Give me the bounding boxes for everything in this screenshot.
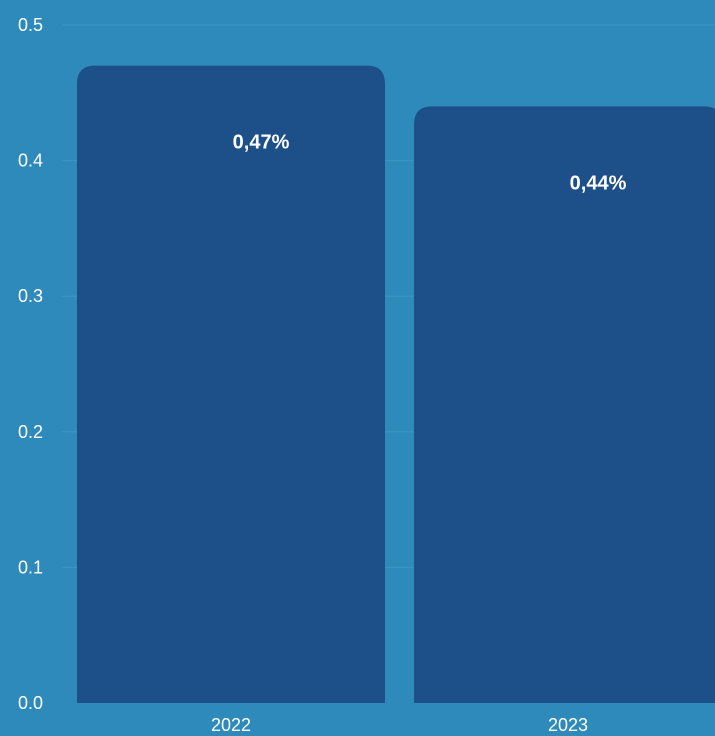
data-label-2023: 0,44% <box>570 172 627 194</box>
x-axis: 2022 2023 <box>211 715 588 735</box>
bar-2023 <box>414 106 715 703</box>
y-tick-label: 0.0 <box>18 693 43 713</box>
x-tick-label-2022: 2022 <box>211 715 251 735</box>
bar-2022 <box>77 65 385 704</box>
data-label-2022: 0,47% <box>233 132 290 154</box>
y-tick-label: 0.3 <box>18 286 43 306</box>
bar-layer <box>77 65 715 704</box>
y-tick-label: 0.4 <box>18 151 43 171</box>
x-tick-label-2023: 2023 <box>548 715 588 735</box>
y-tick-label: 0.2 <box>18 422 43 442</box>
y-tick-label: 0.1 <box>18 557 43 577</box>
y-axis: 0.0 0.1 0.2 0.3 0.4 0.5 <box>18 15 43 713</box>
y-tick-label: 0.5 <box>18 15 43 35</box>
label-layer: 0,47% 0,44% <box>233 132 627 195</box>
